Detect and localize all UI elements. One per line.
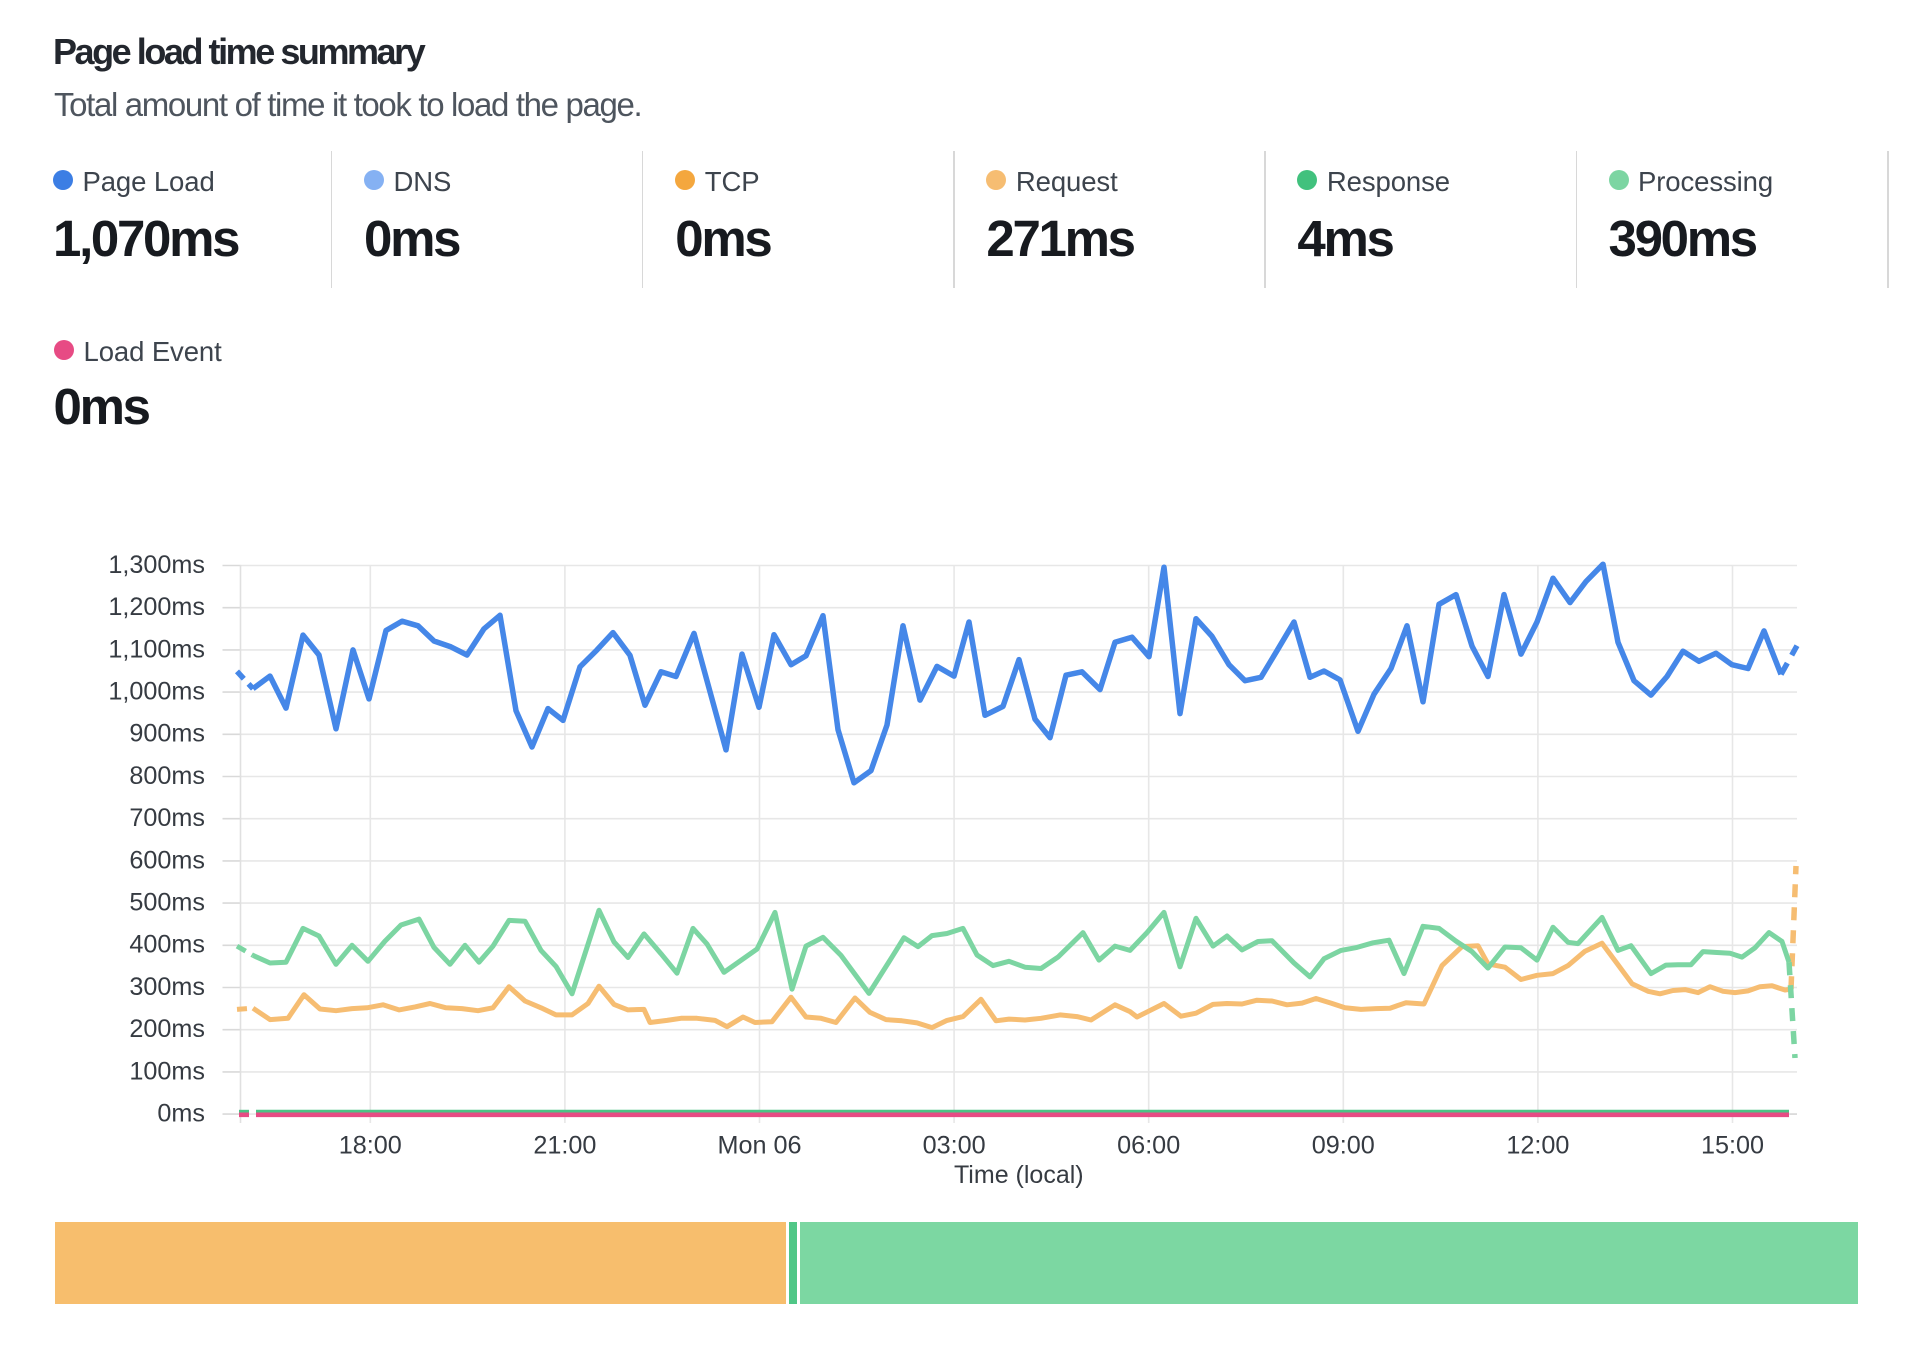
svg-text:09:00: 09:00 <box>1312 1132 1375 1160</box>
svg-text:18:00: 18:00 <box>339 1132 402 1160</box>
svg-text:700ms: 700ms <box>129 804 205 832</box>
svg-text:Time (local): Time (local) <box>954 1161 1084 1189</box>
svg-text:500ms: 500ms <box>129 889 205 917</box>
svg-text:1,100ms: 1,100ms <box>108 635 205 663</box>
svg-text:300ms: 300ms <box>129 973 205 1001</box>
svg-text:600ms: 600ms <box>129 846 205 874</box>
svg-text:900ms: 900ms <box>129 720 205 748</box>
svg-text:Mon 06: Mon 06 <box>717 1132 801 1160</box>
svg-text:12:00: 12:00 <box>1506 1132 1569 1160</box>
svg-text:1,000ms: 1,000ms <box>108 678 205 706</box>
svg-text:800ms: 800ms <box>129 762 205 790</box>
svg-text:1,200ms: 1,200ms <box>108 593 205 621</box>
svg-text:200ms: 200ms <box>129 1015 205 1043</box>
svg-text:400ms: 400ms <box>129 931 205 959</box>
svg-text:0ms: 0ms <box>157 1100 205 1128</box>
svg-text:15:00: 15:00 <box>1701 1132 1764 1160</box>
svg-text:21:00: 21:00 <box>533 1132 596 1160</box>
svg-text:06:00: 06:00 <box>1117 1132 1180 1160</box>
svg-text:1,300ms: 1,300ms <box>108 551 205 579</box>
svg-text:100ms: 100ms <box>129 1057 205 1085</box>
svg-text:03:00: 03:00 <box>923 1132 986 1160</box>
